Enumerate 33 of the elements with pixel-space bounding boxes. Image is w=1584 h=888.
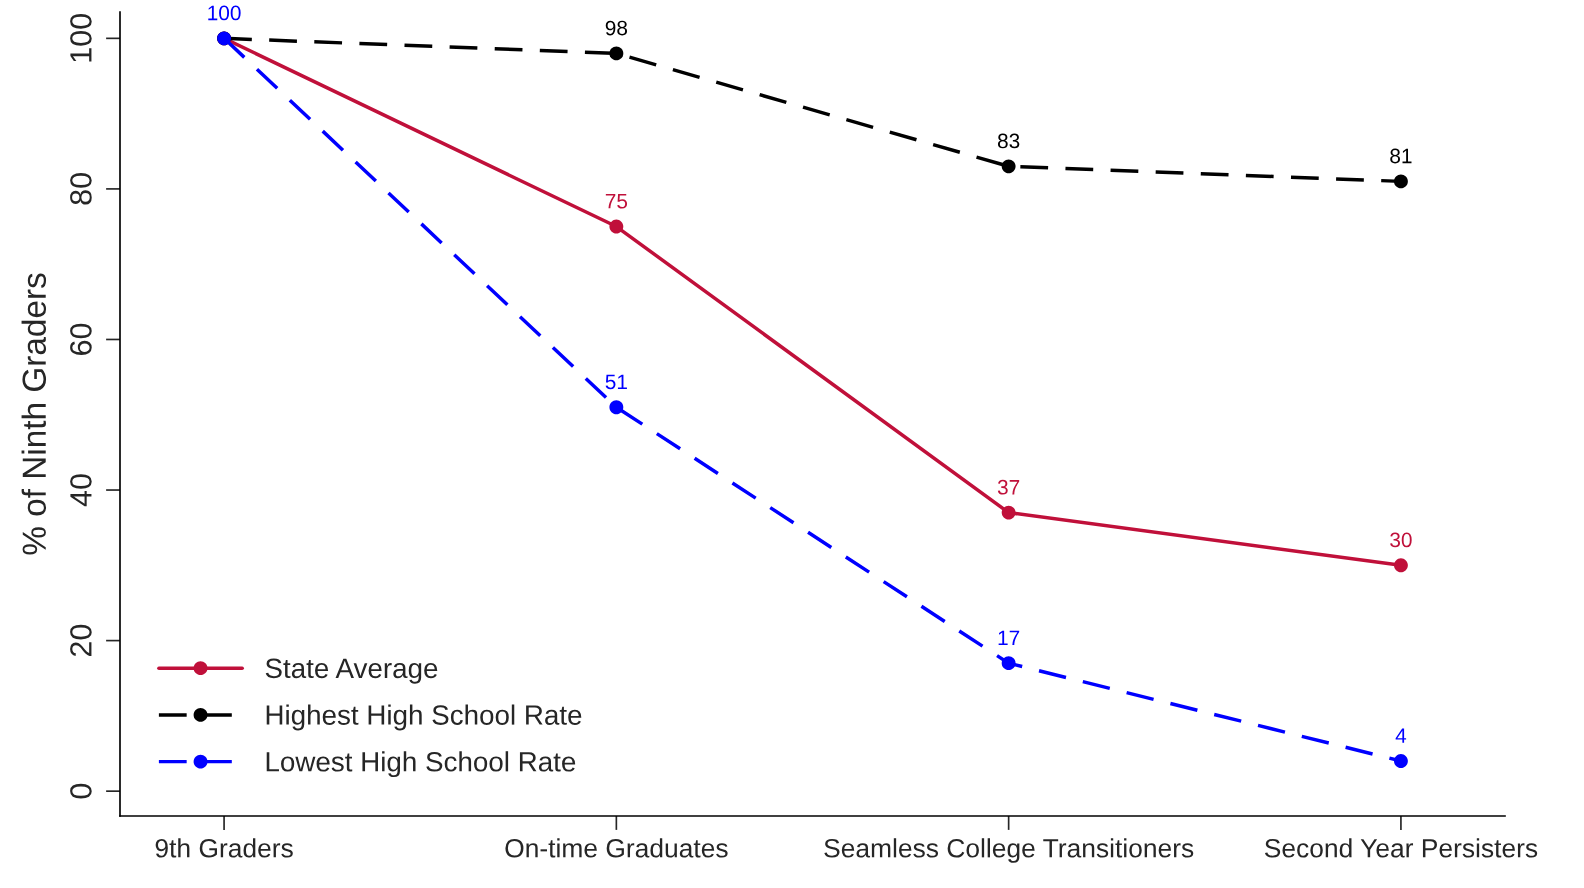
y-tick-label: 0 xyxy=(70,783,92,799)
x-tick-label: 9th Graders xyxy=(155,838,293,858)
data-label: 83 xyxy=(997,133,1020,149)
data-label: 98 xyxy=(605,20,628,36)
x-tick-label: On-time Graduates xyxy=(505,838,728,858)
point xyxy=(1001,159,1016,174)
data-label: 17 xyxy=(998,630,1020,645)
data-label: 37 xyxy=(997,479,1020,495)
data-label: 30 xyxy=(1390,532,1412,548)
point xyxy=(1393,558,1408,573)
y-tick-label: 80 xyxy=(70,173,92,205)
point xyxy=(1393,174,1408,189)
x-tick-label: Seamless College Transitioners xyxy=(824,838,1194,863)
y-tick-label: 40 xyxy=(70,474,92,507)
data-label: 81 xyxy=(1390,148,1412,164)
point xyxy=(609,219,624,234)
y-axis-title: % of Ninth Graders xyxy=(21,273,47,555)
point xyxy=(1001,656,1016,671)
point xyxy=(609,400,624,415)
legend-label: Lowest High School Rate xyxy=(266,751,576,778)
x-tick-label: Second Year Persisters xyxy=(1264,838,1538,858)
data-label: 51 xyxy=(605,374,627,390)
legend-label: Highest High School Rate xyxy=(266,704,582,731)
point xyxy=(1001,505,1016,520)
y-tick-label: 60 xyxy=(70,323,92,355)
data-label: 100 xyxy=(208,5,241,21)
point xyxy=(1393,754,1408,768)
data-label: 4 xyxy=(1395,728,1407,743)
point xyxy=(609,46,624,61)
legend-label: State Average xyxy=(265,658,438,684)
data-label: 75 xyxy=(605,194,628,209)
y-tick-label: 100 xyxy=(70,14,92,62)
y-tick-label: 20 xyxy=(70,624,92,657)
